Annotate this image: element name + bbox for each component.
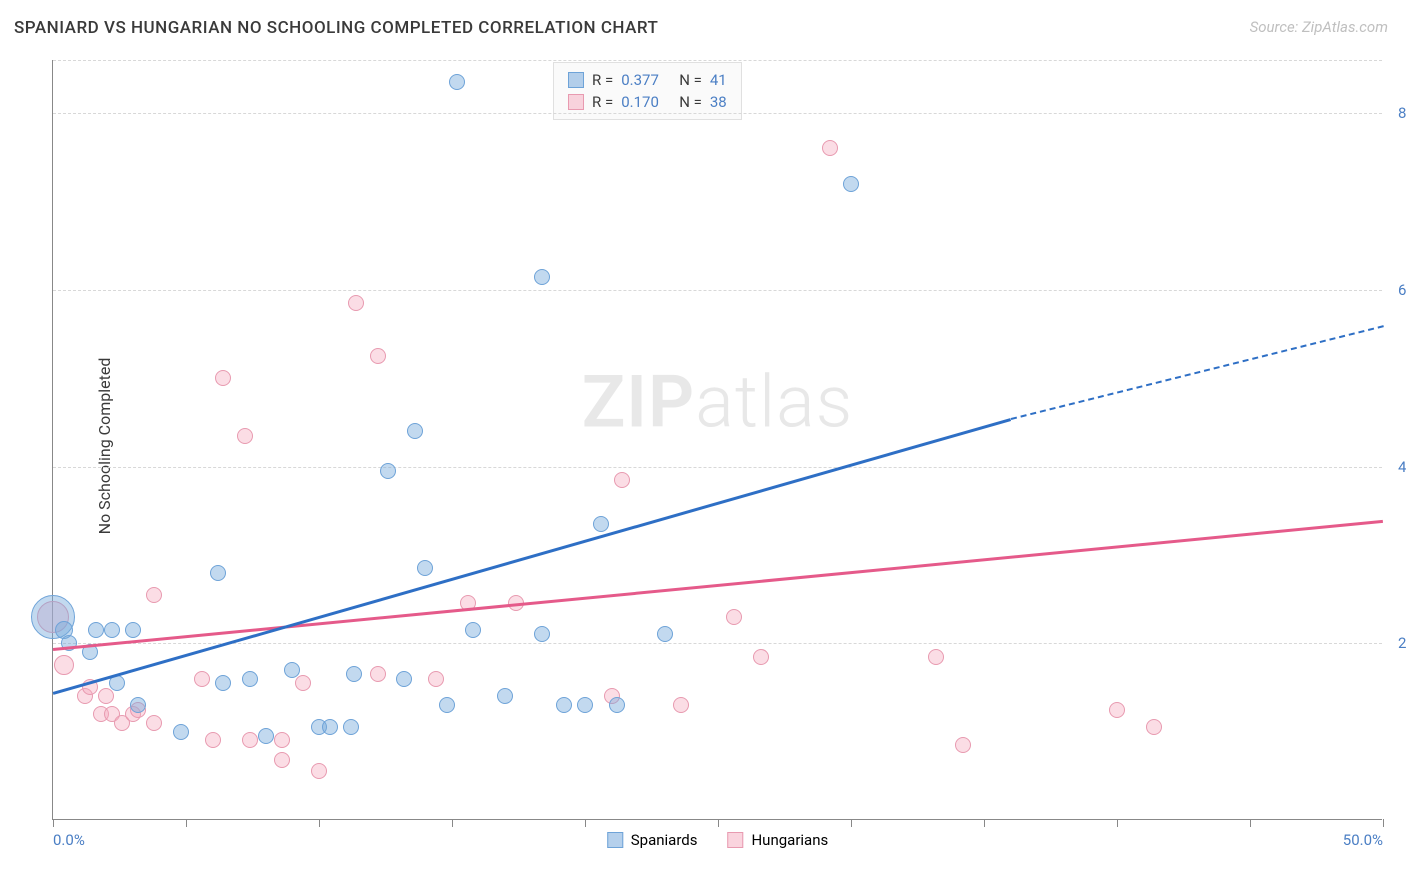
point-hungarian: [348, 295, 364, 311]
point-spaniard: [242, 671, 258, 687]
point-spaniard: [125, 622, 141, 638]
swatch-hungarians: [727, 832, 743, 848]
correlation-chart: SPANIARD VS HUNGARIAN NO SCHOOLING COMPL…: [0, 0, 1406, 892]
point-spaniard: [346, 666, 362, 682]
xtick: [1117, 819, 1118, 827]
xtick: [718, 819, 719, 827]
point-hungarian: [146, 715, 162, 731]
point-hungarian: [428, 671, 444, 687]
xtick: [851, 819, 852, 827]
point-hungarian: [928, 649, 944, 665]
point-spaniard: [439, 697, 455, 713]
xtick: [186, 819, 187, 827]
point-spaniard: [88, 622, 104, 638]
point-hungarian: [822, 140, 838, 156]
point-hungarian: [237, 428, 253, 444]
legend-item-spaniards: Spaniards: [607, 831, 698, 849]
plot-area: ZIPatlas R = 0.377 N = 41 R = 0.170 N = …: [52, 60, 1382, 820]
xtick: [452, 819, 453, 827]
legend-item-hungarians: Hungarians: [727, 831, 828, 849]
chart-title: SPANIARD VS HUNGARIAN NO SCHOOLING COMPL…: [14, 18, 658, 38]
legend-row-blue: R = 0.377 N = 41: [568, 69, 727, 91]
legend-row-pink: R = 0.170 N = 38: [568, 91, 727, 113]
trendline-blue: [53, 418, 1011, 694]
point-spaniard: [130, 697, 146, 713]
point-spaniard: [657, 626, 673, 642]
point-hungarian: [753, 649, 769, 665]
gridline: [53, 60, 1382, 61]
point-spaniard: [417, 560, 433, 576]
point-spaniard: [497, 688, 513, 704]
point-hungarian: [1146, 719, 1162, 735]
ytick-label: 8.0%: [1388, 104, 1406, 122]
point-spaniard: [380, 463, 396, 479]
point-spaniard: [843, 176, 859, 192]
point-spaniard: [449, 74, 465, 90]
gridline: [53, 467, 1382, 468]
ytick-label: 4.0%: [1388, 458, 1406, 476]
xtick: [984, 819, 985, 827]
point-hungarian: [295, 675, 311, 691]
xtick: [319, 819, 320, 827]
point-spaniard: [609, 697, 625, 713]
gridline: [53, 643, 1382, 644]
point-spaniard: [534, 269, 550, 285]
stats-legend: R = 0.377 N = 41 R = 0.170 N = 38: [553, 62, 742, 120]
trendline-pink: [53, 520, 1383, 651]
point-hungarian: [614, 472, 630, 488]
point-spaniard: [322, 719, 338, 735]
point-spaniard: [215, 675, 231, 691]
series-legend: Spaniards Hungarians: [607, 831, 829, 849]
point-hungarian: [311, 763, 327, 779]
point-hungarian: [205, 732, 221, 748]
xtick: [585, 819, 586, 827]
point-spaniard: [407, 423, 423, 439]
point-hungarian: [194, 671, 210, 687]
point-hungarian: [98, 688, 114, 704]
point-spaniard: [104, 622, 120, 638]
point-spaniard: [577, 697, 593, 713]
point-spaniard: [593, 516, 609, 532]
xtick: [1250, 819, 1251, 827]
point-spaniard: [258, 728, 274, 744]
point-hungarian: [673, 697, 689, 713]
point-hungarian: [54, 655, 74, 675]
point-hungarian: [1109, 702, 1125, 718]
point-spaniard: [465, 622, 481, 638]
xtick-label: 0.0%: [53, 831, 85, 849]
swatch-spaniards: [607, 832, 623, 848]
xtick-label: 50.0%: [1343, 831, 1383, 849]
point-spaniard: [284, 662, 300, 678]
chart-source: Source: ZipAtlas.com: [1250, 18, 1388, 36]
xtick: [53, 819, 54, 827]
point-hungarian: [370, 348, 386, 364]
point-spaniard: [343, 719, 359, 735]
ytick-label: 2.0%: [1388, 634, 1406, 652]
ytick-label: 6.0%: [1388, 281, 1406, 299]
point-spaniard: [534, 626, 550, 642]
swatch-pink: [568, 94, 584, 110]
point-hungarian: [955, 737, 971, 753]
point-hungarian: [726, 609, 742, 625]
point-hungarian: [274, 732, 290, 748]
point-hungarian: [146, 587, 162, 603]
watermark: ZIPatlas: [582, 359, 854, 444]
gridline: [53, 290, 1382, 291]
point-spaniard: [173, 724, 189, 740]
point-hungarian: [370, 666, 386, 682]
point-hungarian: [242, 732, 258, 748]
swatch-blue: [568, 72, 584, 88]
gridline: [53, 113, 1382, 114]
trendline-blue-extrapolated: [1010, 325, 1383, 420]
point-spaniard: [210, 565, 226, 581]
point-spaniard: [396, 671, 412, 687]
point-spaniard: [556, 697, 572, 713]
xtick: [1383, 819, 1384, 827]
point-hungarian: [274, 752, 290, 768]
point-hungarian: [215, 370, 231, 386]
